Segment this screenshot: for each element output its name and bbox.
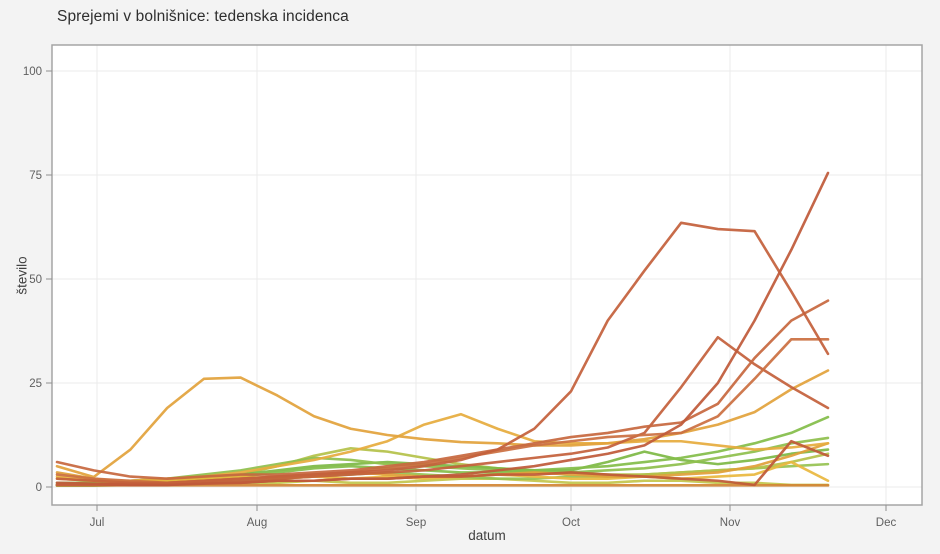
series-layer (55, 171, 830, 488)
plot-border (51, 44, 923, 506)
series-line-01 (55, 171, 830, 487)
y-axis-tick-label: 0 (36, 482, 42, 494)
series-line-02 (55, 221, 830, 485)
axis-tick-layer: 0 25 50 75 100 Jul Aug Sep Oct Nov Dec (23, 66, 897, 529)
x-axis-title: datum (468, 528, 506, 543)
chart-title: Sprejemi v bolnišnice: tedenska incidenc… (57, 8, 349, 25)
x-axis-tick-label: Aug (247, 517, 267, 529)
x-axis-tick-label: Sep (406, 517, 426, 529)
y-axis-tick-label: 100 (23, 66, 42, 78)
x-axis-tick-label: Oct (562, 517, 581, 529)
series-line-05 (55, 369, 830, 479)
y-axis-tick-label: 50 (29, 274, 42, 286)
y-axis-title: število (14, 256, 30, 295)
y-axis-tick-label: 25 (29, 378, 42, 390)
x-axis-tick-label: Nov (720, 517, 741, 529)
plot-panel[interactable] (52, 45, 922, 505)
y-axis-tick-label: 75 (29, 170, 42, 182)
series-line-03 (55, 299, 830, 480)
x-axis-tick-label: Dec (876, 517, 897, 529)
x-axis-tick-label: Jul (90, 517, 105, 529)
